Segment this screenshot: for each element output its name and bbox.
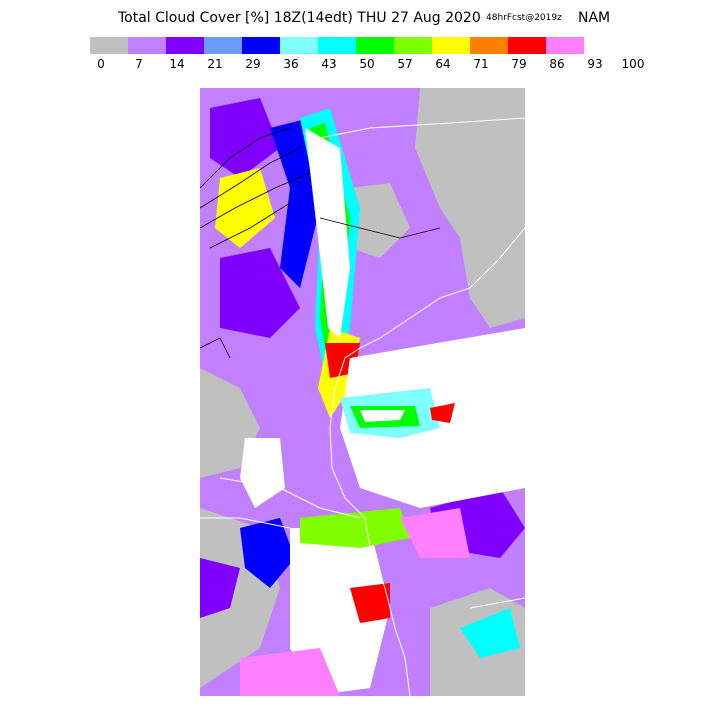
legend-tick: 86: [549, 57, 564, 71]
legend-swatch: [242, 37, 280, 54]
title-bar: Total Cloud Cover [%] 18Z(14edt) THU 27 …: [0, 8, 726, 28]
model-label: NAM: [578, 10, 610, 26]
legend-swatch: [394, 37, 432, 54]
legend-swatch: [128, 37, 166, 54]
legend-tick: 71: [473, 57, 488, 71]
legend-tick: 29: [245, 57, 260, 71]
legend-tick: 100: [622, 57, 645, 71]
legend-swatch: [204, 37, 242, 54]
forecast-label: 48hrFcst@2019z: [486, 13, 562, 23]
legend-tick: 57: [397, 57, 412, 71]
legend-tick: 93: [587, 57, 602, 71]
legend-tick: 79: [511, 57, 526, 71]
legend-tick: 0: [97, 57, 105, 71]
legend-tick: 64: [435, 57, 450, 71]
legend-tick: 14: [169, 57, 184, 71]
legend-swatch: [508, 37, 546, 54]
legend-tick: 21: [207, 57, 222, 71]
cloud-cover-map: [200, 88, 525, 696]
legend-swatch: [280, 37, 318, 54]
legend-swatch: [432, 37, 470, 54]
legend-swatch: [470, 37, 508, 54]
legend-tick: 36: [283, 57, 298, 71]
legend-swatch: [90, 37, 128, 54]
legend-swatch: [318, 37, 356, 54]
map-title: Total Cloud Cover [%] 18Z(14edt) THU 27 …: [118, 10, 481, 26]
color-legend: [90, 37, 584, 54]
legend-tick: 7: [135, 57, 143, 71]
legend-tick: 50: [359, 57, 374, 71]
legend-tick: 43: [321, 57, 336, 71]
legend-swatch: [546, 37, 584, 54]
legend-ticks: 0 7 14 21 29 36 43 50 57 64 71 79 86 93 100: [0, 57, 726, 73]
legend-swatch: [166, 37, 204, 54]
legend-swatch: [356, 37, 394, 54]
